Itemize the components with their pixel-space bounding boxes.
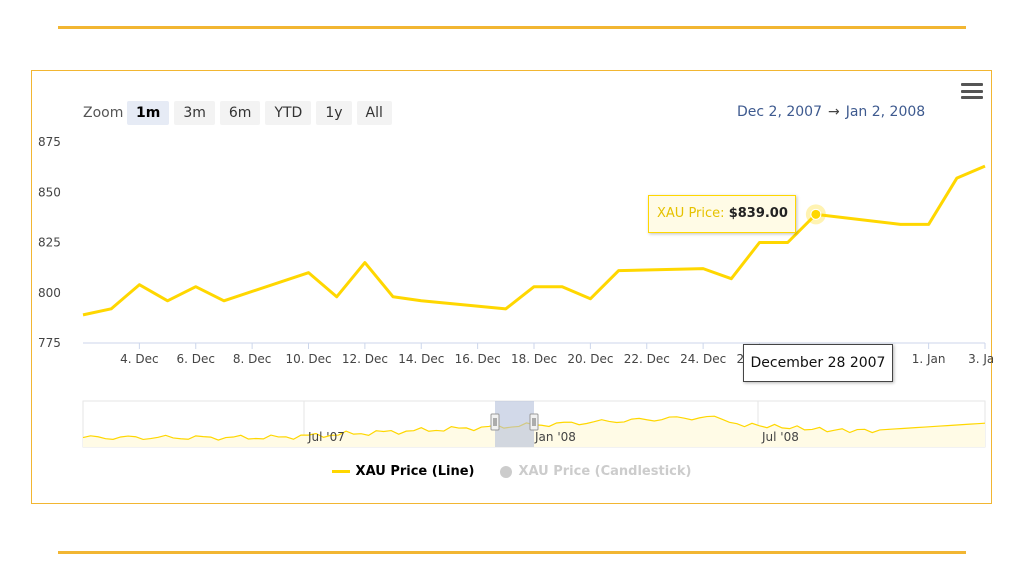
x-tick-label: 8. Dec — [233, 352, 271, 366]
zoom-button-all[interactable]: All — [356, 101, 392, 125]
x-tick-label: 24. Dec — [680, 352, 726, 366]
legend-item-0[interactable]: XAU Price (Line) — [331, 464, 475, 479]
x-tick-label: 22. Dec — [624, 352, 670, 366]
y-tick-label: 825 — [38, 236, 61, 250]
zoom-button-1y[interactable]: 1y — [316, 101, 352, 125]
navigator-handle[interactable] — [529, 413, 539, 431]
x-tick-label: 20. Dec — [567, 352, 613, 366]
y-tick-label: 875 — [38, 135, 61, 149]
x-tick-label: 4. Dec — [120, 352, 158, 366]
crosshair-date-label: December 28 2007 — [743, 344, 893, 382]
y-tick-label: 800 — [38, 286, 61, 300]
hamburger-menu-icon[interactable] — [961, 83, 983, 101]
x-tick-label: 10. Dec — [285, 352, 331, 366]
price-tooltip: XAU Price: $839.00 — [648, 195, 796, 233]
x-tick-label: 18. Dec — [511, 352, 557, 366]
legend: XAU Price (Line) XAU Price (Candlestick) — [32, 464, 991, 479]
tooltip-value: $839.00 — [728, 206, 788, 221]
zoom-button-6m[interactable]: 6m — [219, 101, 261, 125]
range-to[interactable]: Jan 2, 2008 — [845, 104, 926, 120]
x-tick-label: 6. Dec — [177, 352, 215, 366]
zoom-button-3m[interactable]: 3m — [174, 101, 215, 125]
navigator-label: Jul '08 — [761, 430, 799, 444]
range-arrow: → — [827, 104, 840, 120]
bottom-divider — [58, 551, 966, 554]
y-tick-label: 775 — [38, 336, 61, 350]
legend-label: XAU Price (Candlestick) — [518, 464, 692, 479]
legend-line-icon — [331, 470, 350, 473]
zoom-button-1m[interactable]: 1m — [127, 101, 170, 125]
navigator-label: Jul '07 — [307, 430, 345, 444]
tooltip-series-name: XAU Price — [657, 206, 721, 221]
top-divider — [58, 26, 966, 29]
y-tick-label: 850 — [38, 185, 61, 199]
legend-item-1[interactable]: XAU Price (Candlestick) — [500, 464, 691, 479]
navigator-label: Jan '08 — [534, 430, 576, 444]
range-from[interactable]: Dec 2, 2007 — [737, 104, 822, 120]
x-tick-label: 3. Jan — [968, 352, 993, 366]
navigator-handle[interactable] — [490, 413, 500, 431]
zoom-buttons: 1m 3m 6m YTD 1y All — [127, 101, 392, 125]
date-range[interactable]: Dec 2, 2007 → Jan 2, 2008 — [737, 104, 925, 120]
zoom-label: Zoom — [83, 105, 124, 121]
x-tick-label: 1. Jan — [912, 352, 946, 366]
chart-frame: Zoom 1m 3m 6m YTD 1y All Dec 2, 2007 → Jan 2, 2… — [31, 70, 993, 505]
series-line — [82, 164, 986, 317]
x-tick-label: 14. Dec — [398, 352, 444, 366]
navigator-selection — [495, 401, 534, 447]
x-tick-label: 12. Dec — [342, 352, 388, 366]
hover-point — [810, 208, 822, 220]
legend-label: XAU Price (Line) — [355, 464, 475, 479]
legend-dot-icon — [500, 465, 513, 478]
zoom-button-ytd[interactable]: YTD — [265, 101, 312, 125]
x-tick-label: 16. Dec — [455, 352, 501, 366]
price-chart[interactable]: 775 800 825 850 875 4. Dec 6. Dec 8. Dec 10. Dec… — [32, 71, 993, 505]
